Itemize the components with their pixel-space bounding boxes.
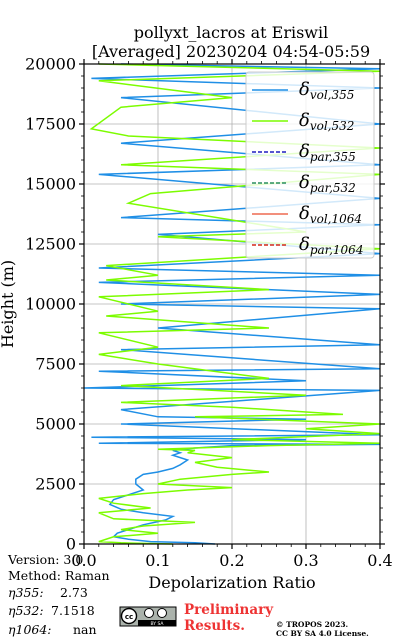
legend-label-0: δvol,355 xyxy=(299,79,354,102)
legend-label-1: δvol,532 xyxy=(299,110,354,133)
x-tick-label-1: 0.1 xyxy=(145,551,170,570)
x-axis-label: Depolarization Ratio xyxy=(148,573,315,592)
eta532-row: η532: 7.1518 xyxy=(8,603,95,618)
y-tick-label-8: 20000 xyxy=(25,55,76,74)
y-tick-label-5: 12500 xyxy=(25,235,76,254)
eta532-label: η532: xyxy=(8,603,44,618)
copyright-line2: CC BY SA 4.0 License. xyxy=(276,629,369,638)
copyright-line1: © TROPOS 2023. xyxy=(276,620,348,629)
x-tick-label-0: 0.0 xyxy=(71,551,96,570)
legend-label-2: δpar,355 xyxy=(299,141,356,164)
x-tick-label-2: 0.2 xyxy=(219,551,244,570)
cc-icon xyxy=(120,607,138,625)
eta1064-label: η1064: xyxy=(8,622,52,637)
legend-box xyxy=(245,71,375,259)
eta1064-value: nan xyxy=(73,622,97,637)
method-text: Method: Raman xyxy=(8,568,110,583)
y-tick-label-4: 10000 xyxy=(25,295,76,314)
legend-items: δvol,355 δvol,532 δpar,355 δpar,532 δvol,106… xyxy=(252,79,363,257)
eta355-label: η355: xyxy=(8,585,44,600)
preliminary-text-line1: Preliminary xyxy=(184,602,274,618)
chart-subtitle: [Averaged] 20230204 04:54-05:59 xyxy=(92,42,370,61)
sa-icon xyxy=(157,608,167,618)
y-tick-label-7: 17500 xyxy=(25,115,76,134)
y-tick-label-6: 15000 xyxy=(25,175,76,194)
x-tick-label-4: 0.4 xyxy=(367,551,392,570)
legend-label-4: δvol,1064 xyxy=(299,203,362,226)
axis-ticks: 0.0 0.1 0.2 0.3 0.4 0 2500 5000 7500 10000 12500 15… xyxy=(25,55,393,571)
eta355-row: η355: 2.73 xyxy=(8,585,88,600)
preliminary-text-line2: Results. xyxy=(184,618,245,634)
legend-label-5: δpar,1064 xyxy=(299,234,363,257)
cc-badge-lower xyxy=(138,620,176,626)
eta532-value: 7.1518 xyxy=(51,603,95,618)
license-badge-text: BY SA xyxy=(150,621,164,627)
y-axis-label: Height (m) xyxy=(0,260,17,348)
legend: δvol,355 δvol,532 δpar,355 δpar,532 δvol,106… xyxy=(245,71,375,259)
x-tick-label-3: 0.3 xyxy=(293,551,318,570)
version-text: Version: 3.0 xyxy=(7,552,83,567)
y-tick-label-2: 5000 xyxy=(35,415,76,434)
y-tick-label-0: 0 xyxy=(66,535,76,554)
y-tick-label-3: 7500 xyxy=(35,355,76,374)
series-line-1 xyxy=(89,63,381,545)
eta1064-row: η1064: nan xyxy=(8,622,97,637)
cc-license-badge: cc BY SA xyxy=(119,606,177,627)
by-icon xyxy=(144,608,154,618)
chart-title: pollyxt_lacros at Eriswil xyxy=(134,23,328,42)
cc-icon-glyph: cc xyxy=(125,613,133,621)
y-tick-label-1: 2500 xyxy=(35,475,76,494)
eta355-value: 2.73 xyxy=(60,585,88,600)
legend-label-3: δpar,532 xyxy=(299,172,356,195)
